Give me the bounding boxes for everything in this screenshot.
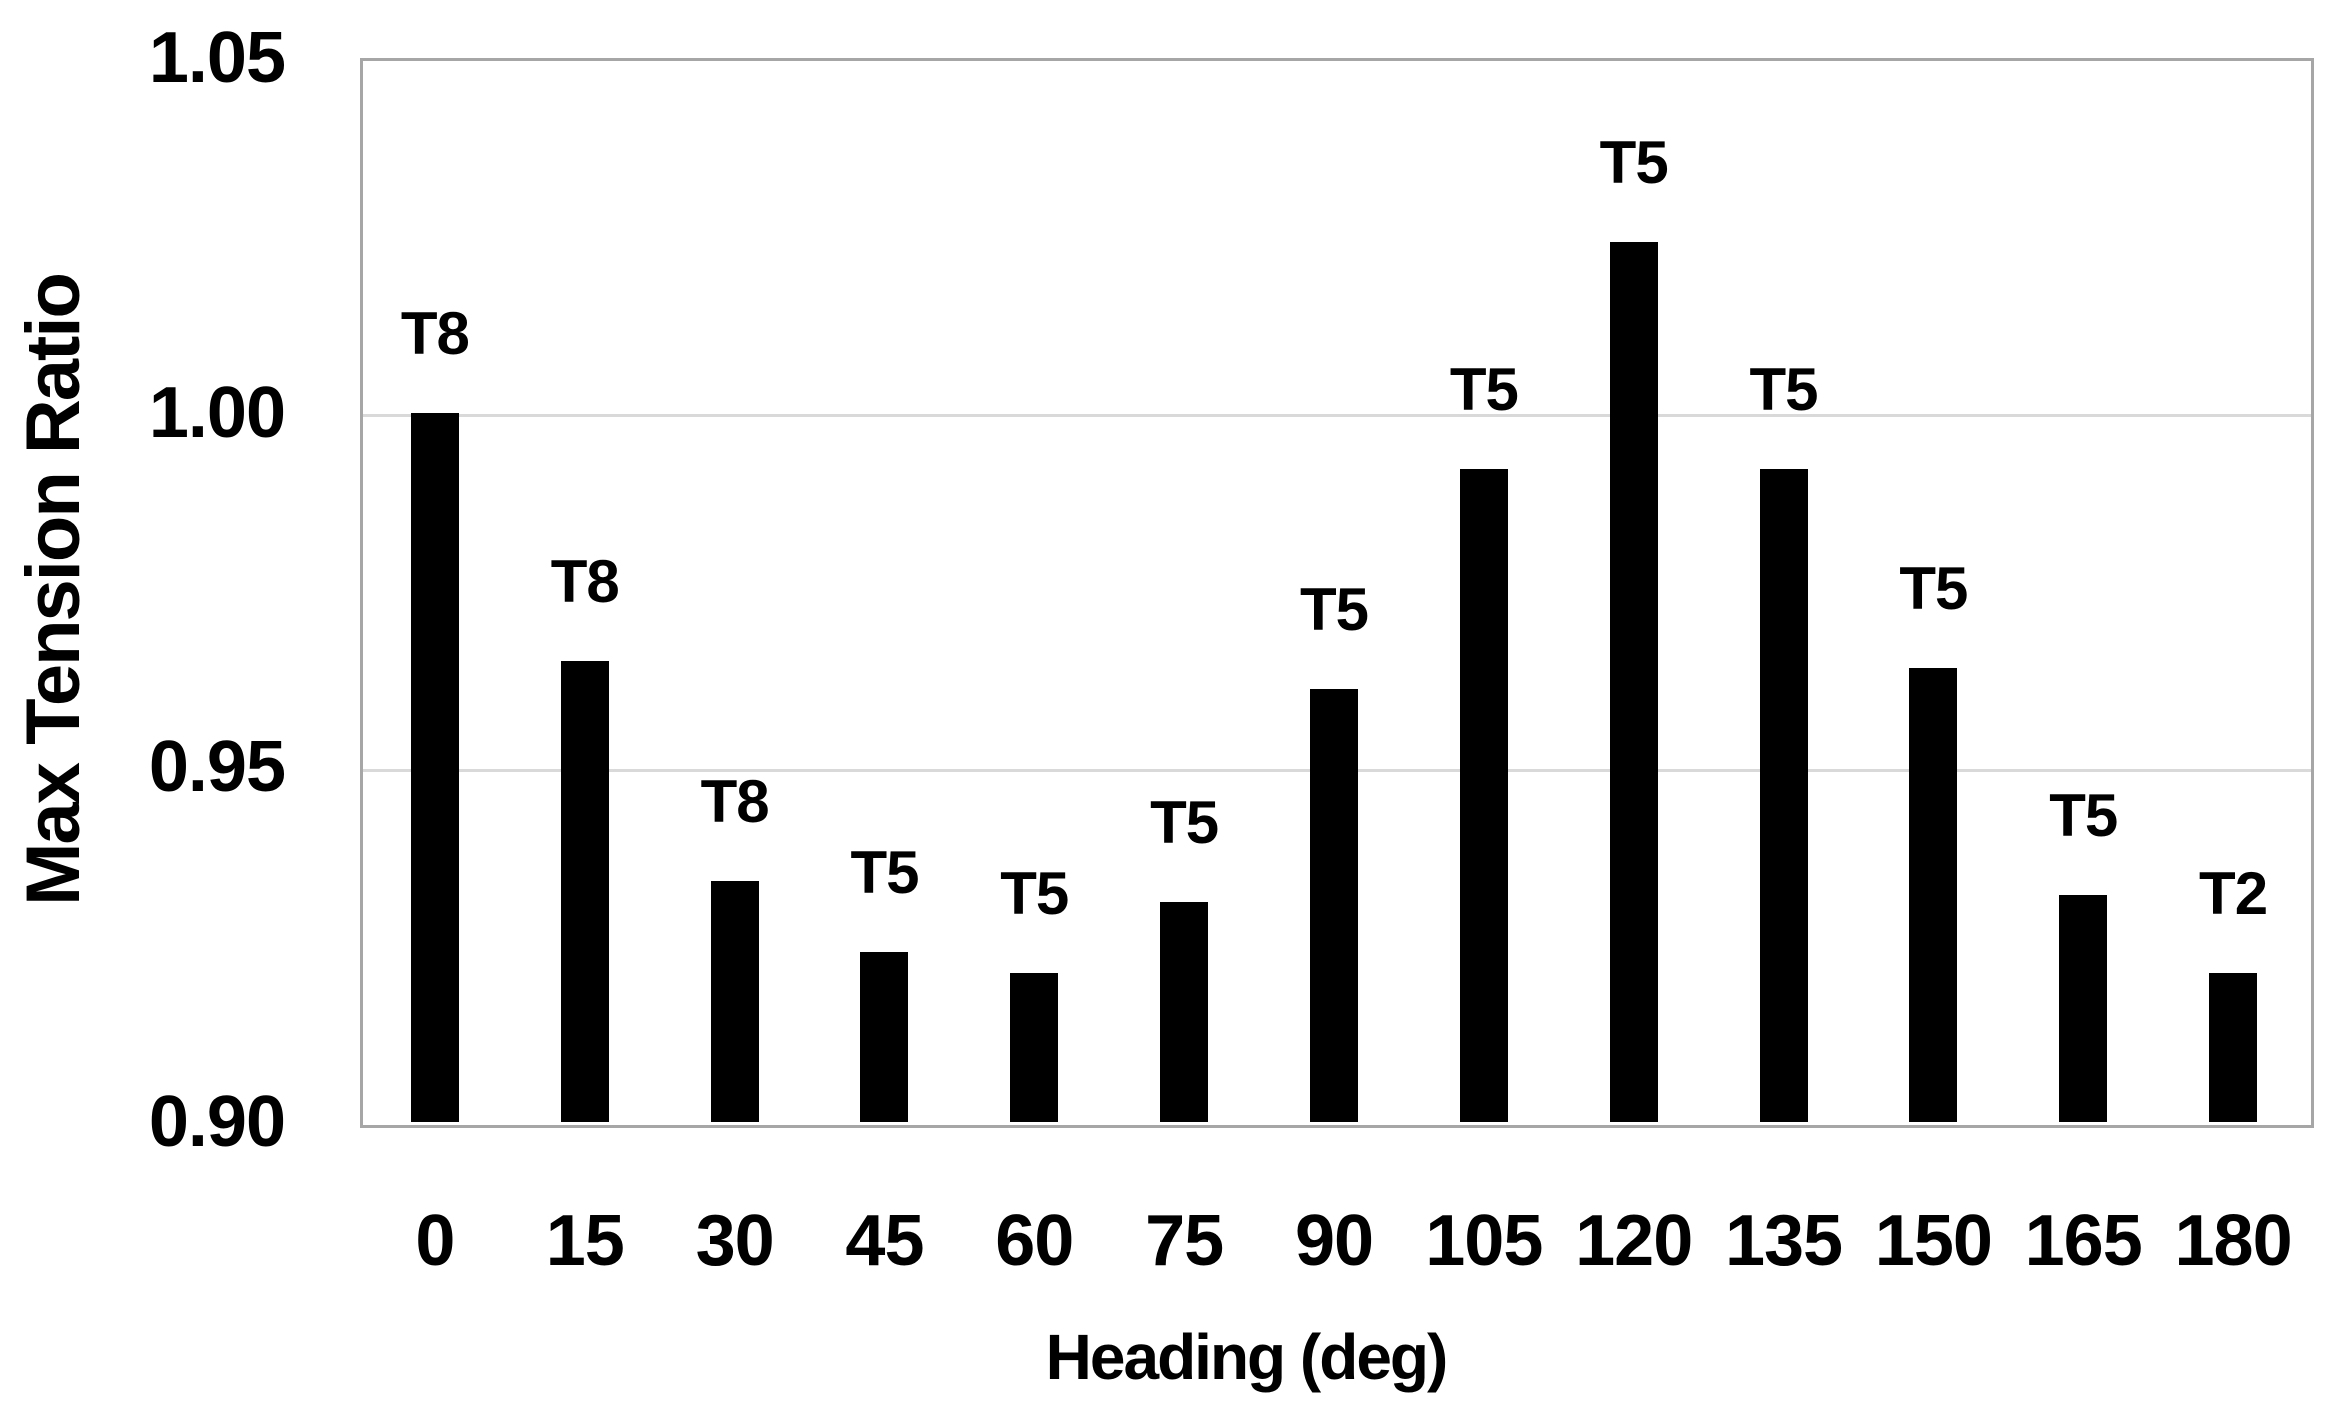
y-axis-title: Max Tension Ratio (11, 274, 96, 906)
bar-label: T8 (550, 547, 620, 615)
gridline (363, 414, 2311, 418)
x-tick-label: 180 (2174, 1201, 2292, 1281)
y-tick-label: 0.95 (148, 727, 286, 808)
bar-label: T5 (1299, 576, 1369, 644)
bar (1909, 668, 1958, 1122)
bar (410, 412, 459, 1122)
bar-label: T8 (700, 767, 770, 835)
bar (860, 951, 909, 1122)
bar (2059, 895, 2108, 1122)
y-tick-label: 1.00 (148, 372, 286, 453)
bar-label: T2 (2199, 860, 2268, 928)
bar (1010, 973, 1059, 1122)
x-tick-label: 45 (845, 1201, 924, 1281)
bar-label: T8 (400, 299, 470, 367)
bar (1759, 469, 1808, 1122)
x-tick-label: 90 (1294, 1201, 1374, 1281)
bar-label: T5 (1449, 356, 1519, 424)
bar (1160, 902, 1209, 1122)
bar-label: T5 (1899, 555, 1968, 623)
bar-label: T5 (1599, 129, 1669, 197)
x-tick-label: 135 (1724, 1201, 1843, 1281)
x-tick-label: 165 (2024, 1201, 2143, 1281)
x-tick-label: 75 (1145, 1201, 1224, 1281)
bar (1459, 469, 1508, 1122)
x-tick-label: 15 (545, 1201, 625, 1281)
x-tick-label: 60 (995, 1201, 1074, 1281)
x-tick-label: 30 (695, 1201, 775, 1281)
x-tick-label: 105 (1425, 1201, 1543, 1281)
bar (1310, 689, 1358, 1122)
bar (2209, 973, 2258, 1122)
y-tick-label: 1.05 (148, 18, 286, 98)
bar (710, 880, 759, 1122)
x-tick-label: 0 (415, 1201, 455, 1281)
x-axis-title: Heading (deg) (1045, 1321, 1449, 1393)
x-tick-label: 150 (1874, 1201, 1993, 1281)
y-tick-label: 0.90 (148, 1082, 286, 1162)
bar-label: T5 (850, 838, 919, 906)
bar-label: T5 (1749, 356, 1819, 424)
x-tick-label: 120 (1575, 1201, 1693, 1281)
bar-label: T5 (1000, 860, 1069, 928)
bar (560, 660, 609, 1122)
bar-label: T5 (2049, 782, 2118, 849)
bar-label: T5 (1150, 789, 1219, 857)
bar (1609, 242, 1658, 1122)
